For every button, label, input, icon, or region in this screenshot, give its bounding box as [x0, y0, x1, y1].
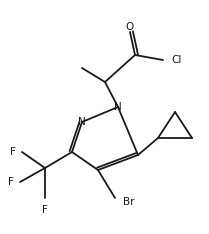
Text: N: N: [114, 102, 122, 112]
Text: F: F: [10, 147, 16, 157]
Text: F: F: [42, 205, 48, 215]
Text: Cl: Cl: [171, 55, 181, 65]
Text: Br: Br: [123, 197, 135, 207]
Text: F: F: [8, 177, 14, 187]
Text: N: N: [78, 117, 86, 127]
Text: O: O: [126, 22, 134, 32]
